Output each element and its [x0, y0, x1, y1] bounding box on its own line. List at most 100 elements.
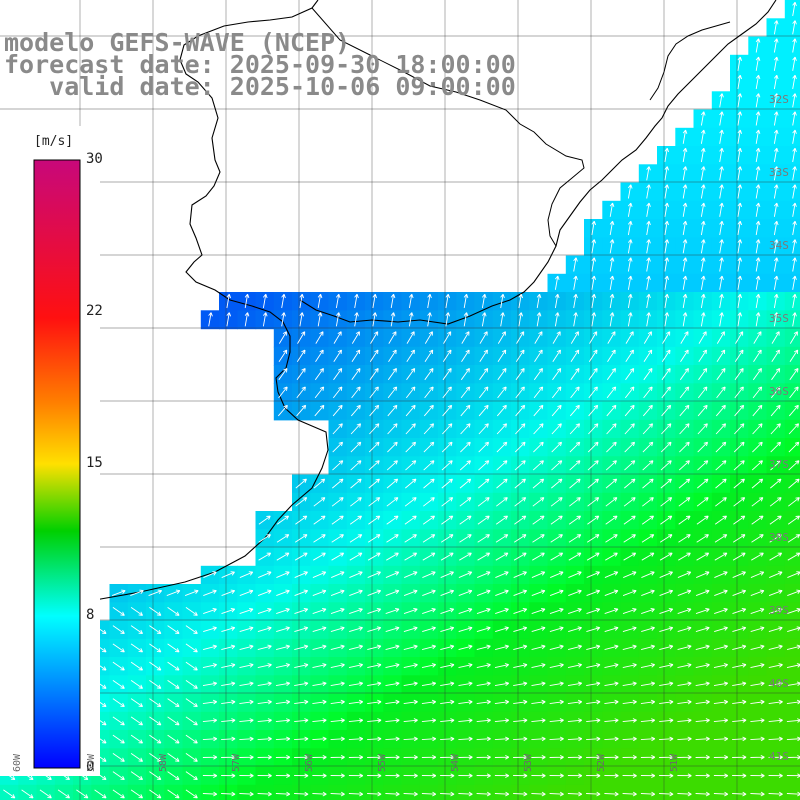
- wind-arrow: [294, 681, 309, 687]
- field-cell: [273, 547, 293, 567]
- wind-arrow: [678, 515, 691, 525]
- field-cell: [602, 602, 622, 622]
- wind-arrow: [494, 773, 510, 778]
- wind-arrow: [568, 515, 582, 525]
- field-cell: [310, 474, 330, 494]
- wind-arrow: [551, 386, 562, 399]
- field-cell: [346, 529, 366, 549]
- field-cell: [711, 529, 731, 549]
- wind-arrow: [458, 607, 473, 615]
- wind-arrow: [682, 312, 688, 327]
- wind-arrow: [622, 754, 637, 760]
- wind-arrow: [700, 111, 706, 126]
- wind-arrow: [642, 404, 653, 417]
- field-cell: [529, 328, 549, 348]
- wind-arrow: [442, 423, 453, 435]
- wind-arrow: [773, 166, 779, 181]
- field-cell: [584, 456, 603, 476]
- wind-arrow: [609, 275, 615, 290]
- wind-arrow: [714, 571, 728, 579]
- wind-arrow: [496, 497, 508, 507]
- lat-label-36s: 36S: [769, 385, 789, 398]
- wind-arrow: [713, 663, 729, 669]
- field-cell: [456, 784, 476, 800]
- lat-label-38s: 38S: [769, 531, 789, 544]
- field-cell: [675, 547, 695, 567]
- field-cell: [529, 784, 549, 800]
- field-cell: [784, 511, 800, 530]
- wind-arrow: [185, 607, 198, 616]
- field-cell: [164, 584, 184, 603]
- wind-arrow: [682, 166, 688, 181]
- wind-arrow: [112, 789, 125, 799]
- field-cell: [328, 492, 348, 512]
- wind-arrow: [330, 736, 345, 742]
- wind-arrow: [586, 571, 600, 579]
- field-cell: [675, 474, 695, 494]
- wind-arrow: [185, 643, 198, 653]
- wind-arrow: [732, 644, 747, 651]
- wind-arrow: [789, 349, 799, 362]
- wind-arrow: [476, 644, 491, 651]
- field-cell: [602, 346, 622, 366]
- wind-arrow: [591, 257, 597, 272]
- wind-arrow: [299, 312, 305, 327]
- field-cell: [419, 547, 439, 567]
- wind-arrow: [239, 571, 254, 579]
- wind-arrow: [640, 699, 656, 705]
- field-cell: [565, 474, 585, 494]
- field-cell: [602, 456, 622, 476]
- field-cell: [620, 401, 640, 421]
- field-cell: [766, 474, 786, 494]
- field-cell: [602, 638, 622, 658]
- wind-arrow: [586, 663, 601, 669]
- wind-arrow: [367, 663, 382, 669]
- field-cell: [657, 492, 676, 512]
- wind-arrow: [221, 773, 236, 778]
- wind-arrow: [569, 423, 581, 435]
- wind-arrow: [478, 386, 489, 399]
- wind-arrow: [185, 716, 198, 726]
- wind-arrow: [624, 386, 635, 399]
- field-cell: [419, 328, 439, 348]
- field-cell: [273, 565, 293, 585]
- wind-arrow: [39, 789, 52, 799]
- field-cell: [547, 365, 567, 384]
- valid-date: valid date: 2025-10-06 09:00:00: [4, 72, 516, 101]
- wind-arrow: [3, 789, 16, 799]
- field-cell: [456, 419, 476, 439]
- wind-arrow: [678, 497, 691, 507]
- wind-arrow: [367, 681, 382, 687]
- wind-arrow: [787, 534, 800, 543]
- wind-arrow: [659, 571, 673, 579]
- field-cell: [748, 401, 768, 421]
- field-cell: [748, 584, 768, 603]
- field-cell: [365, 565, 384, 585]
- wind-arrow: [770, 441, 782, 453]
- wind-arrow: [679, 404, 690, 417]
- wind-arrow: [385, 607, 400, 615]
- wind-arrow: [458, 589, 473, 597]
- field-cell: [638, 346, 658, 366]
- wind-arrow: [294, 791, 309, 797]
- field-cell: [456, 401, 476, 421]
- wind-arrow: [202, 699, 218, 705]
- wind-arrow: [331, 497, 344, 507]
- wind-arrow: [387, 404, 398, 417]
- wind-arrow: [646, 166, 651, 181]
- wind-arrow: [368, 460, 380, 471]
- wind-arrow: [239, 589, 254, 597]
- field-cell: [54, 784, 74, 800]
- wind-arrow: [627, 312, 633, 327]
- wind-arrow: [640, 754, 656, 760]
- wind-arrow: [421, 718, 437, 723]
- wind-arrow: [221, 571, 235, 579]
- field-cell: [255, 638, 275, 658]
- wind-arrow: [586, 736, 601, 742]
- field-cell: [273, 784, 293, 800]
- wind-arrow: [716, 349, 726, 362]
- field-cell: [438, 474, 457, 494]
- wind-arrow: [622, 589, 637, 597]
- wind-arrow: [792, 257, 797, 272]
- field-cell: [511, 365, 530, 384]
